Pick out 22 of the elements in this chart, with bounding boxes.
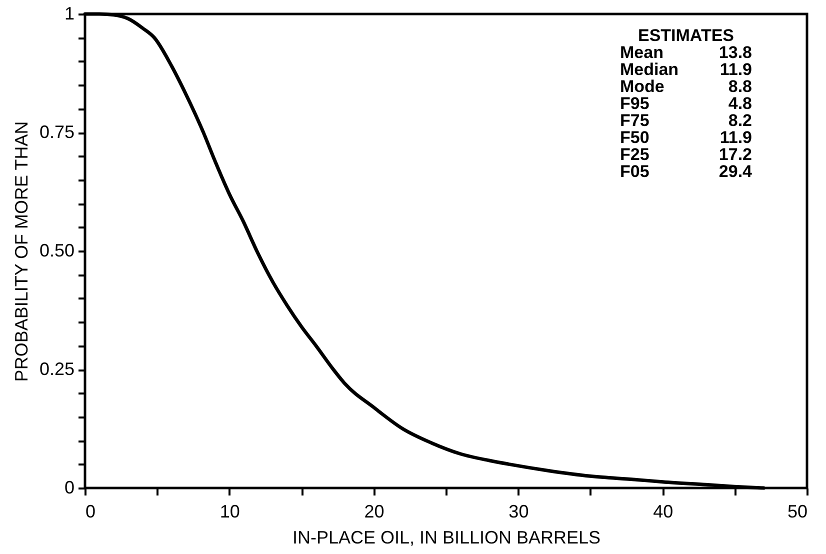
y-tick-label: 0.25 bbox=[39, 359, 74, 379]
y-tick-label: 0 bbox=[64, 478, 74, 498]
annotation: ESTIMATES bbox=[638, 26, 734, 45]
x-tick-label: 30 bbox=[508, 502, 529, 522]
y-tick-label: 1 bbox=[64, 4, 74, 24]
y-tick-label: 0.75 bbox=[39, 122, 74, 142]
x-tick-label: 10 bbox=[220, 502, 240, 522]
x-tick-label: 0 bbox=[86, 502, 96, 522]
text: Mode 8.8 bbox=[620, 77, 752, 96]
text: F05 29.4 bbox=[620, 162, 752, 181]
text: Mean 13.8 bbox=[620, 43, 752, 62]
text: F75 8.2 bbox=[620, 111, 752, 130]
text: F25 17.2 bbox=[620, 145, 752, 164]
x-tick-label: 40 bbox=[653, 502, 674, 522]
y-axis-title: PROBABILITY OF MORE THAN bbox=[11, 121, 32, 382]
y-tick-label: 0.50 bbox=[39, 240, 74, 260]
text: F50 11.9 bbox=[620, 128, 752, 147]
x-tick-label: 20 bbox=[364, 502, 384, 522]
x-axis-title: IN-PLACE OIL, IN BILLION BARRELS bbox=[292, 528, 601, 548]
text: F95 4.8 bbox=[620, 94, 752, 113]
x-tick-label: 50 bbox=[787, 502, 808, 522]
text: Median 11.9 bbox=[620, 60, 752, 79]
